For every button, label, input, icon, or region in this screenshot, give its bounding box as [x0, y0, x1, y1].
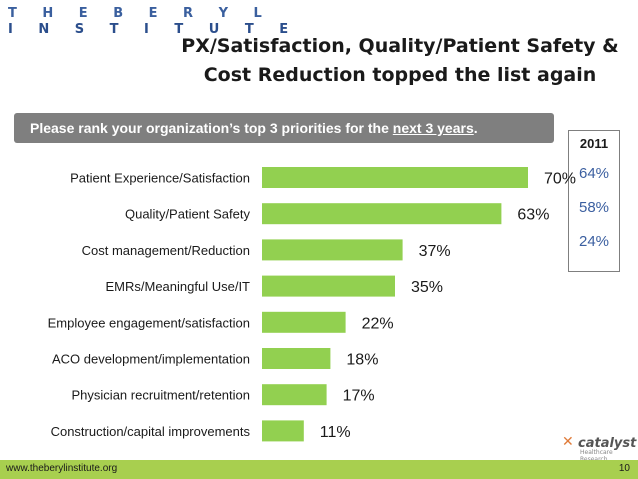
footer-url: www.theberylinstitute.org	[6, 463, 118, 474]
bar-value-label: 70%	[544, 171, 576, 188]
footer-bar: www.theberylinstitute.org 10	[0, 460, 638, 479]
catalyst-name: catalyst	[578, 436, 637, 451]
bar-value-label: 63%	[517, 207, 549, 224]
bar	[262, 203, 502, 225]
logo-line-1: T H E B E R Y L	[8, 6, 273, 21]
category-label: EMRs/Meaningful Use/IT	[106, 279, 251, 294]
comparison-value: 58%	[578, 199, 610, 216]
priorities-bar-chart: Patient Experience/Satisfaction 70% Qualit…	[48, 167, 576, 442]
catalyst-mark-icon: ✕	[562, 434, 574, 450]
bar	[262, 167, 528, 188]
logo-line-2: I N S T I T U T E	[8, 22, 299, 37]
bar	[262, 239, 403, 261]
category-label: Quality/Patient Safety	[125, 207, 251, 222]
category-label: Cost management/Reduction	[82, 243, 250, 258]
question-suffix: .	[473, 120, 478, 136]
bar-value-label: 18%	[346, 352, 378, 369]
bar	[262, 348, 331, 369]
category-label: ACO development/implementation	[52, 352, 250, 367]
catalyst-logo: ✕ catalyst Healthcare Research	[562, 434, 638, 463]
title-line-2: Cost Reduction topped the list again	[203, 64, 597, 86]
beryl-institute-logo: T H E B E R Y L I N S T I T U T E	[8, 6, 299, 38]
comparison-box-2011: 2011 64% 58% 24%	[568, 130, 620, 272]
bar	[262, 275, 395, 297]
slide-title: PX/Satisfaction, Quality/Patient Safety …	[170, 32, 630, 90]
bar-value-label: 35%	[411, 279, 443, 296]
title-line-1: PX/Satisfaction, Quality/Patient Safety …	[181, 35, 619, 57]
page-number: 10	[618, 463, 630, 474]
category-label: Patient Experience/Satisfaction	[70, 171, 250, 186]
bar-value-label: 17%	[343, 388, 375, 405]
bar	[262, 420, 304, 442]
comparison-value: 24%	[578, 233, 610, 250]
question-banner: Please rank your organization’s top 3 pr…	[14, 113, 554, 143]
category-label: Employee engagement/satisfaction	[48, 315, 250, 330]
bar-value-label: 37%	[419, 243, 451, 260]
category-label: Construction/capital improvements	[51, 424, 251, 439]
question-emphasis: next 3 years	[392, 120, 474, 136]
comparison-value: 64%	[578, 165, 610, 182]
question-prefix: Please rank your organization’s top 3 pr…	[30, 120, 393, 136]
bar-value-label: 22%	[362, 315, 394, 332]
category-label: Physician recruitment/retention	[72, 388, 250, 403]
catalyst-tagline: Healthcare Research	[580, 449, 613, 463]
bar-value-label: 11%	[320, 424, 351, 441]
bar	[262, 384, 327, 406]
bar	[262, 311, 346, 333]
comparison-year: 2011	[579, 136, 609, 151]
